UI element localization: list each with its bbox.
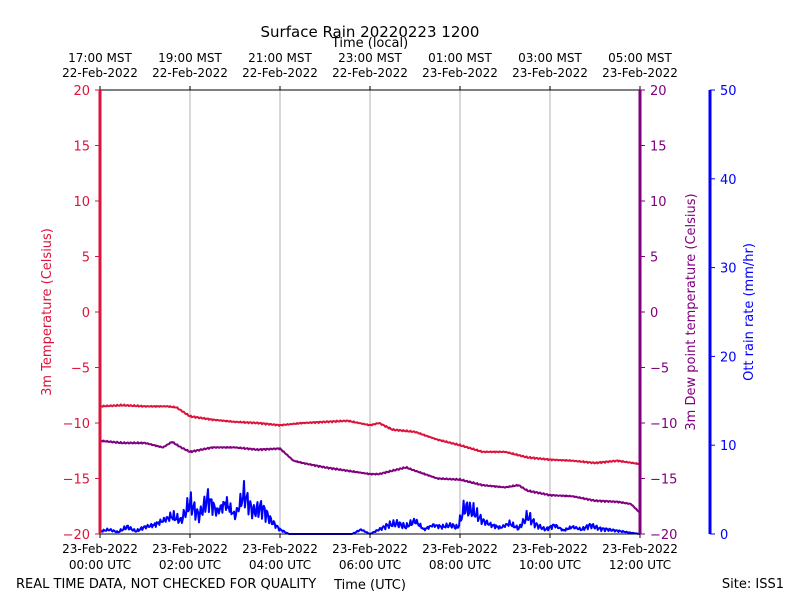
- dew-tick-label-5: 5: [650, 251, 658, 266]
- bottom-tick-date-6: 23-Feb-2022: [602, 542, 678, 556]
- bottom-tick-date-4: 23-Feb-2022: [422, 542, 498, 556]
- temp-axis-title: 3m Temperature (Celsius): [40, 228, 55, 396]
- bottom-tick-time-6: 12:00 UTC: [609, 558, 671, 572]
- rain-axis-title: Ott rain rate (mm/hr): [742, 243, 757, 381]
- chart-title: Surface Rain 20220223 1200: [261, 23, 480, 41]
- top-tick-time-5: 03:00 MST: [518, 51, 582, 65]
- series-line-3m-dew-point-temperature: [99, 439, 641, 514]
- top-tick-time-4: 01:00 MST: [428, 51, 492, 65]
- bottom-tick-time-3: 06:00 UTC: [339, 558, 401, 572]
- dew-tick-label-4: 0: [650, 306, 658, 321]
- series-line-3m-temperature: [99, 403, 641, 466]
- top-axis-title: Time (local): [331, 36, 408, 51]
- dew-tick-label-3: −5: [650, 362, 669, 377]
- temp-tick-label-3: −5: [71, 362, 90, 377]
- rain-tick-label-5: 50: [720, 84, 737, 99]
- top-tick-time-6: 05:00 MST: [608, 51, 672, 65]
- quality-notice: REAL TIME DATA, NOT CHECKED FOR QUALITY: [16, 577, 316, 592]
- rain-tick-label-3: 30: [720, 262, 737, 277]
- temp-tick-label-5: 5: [82, 251, 90, 266]
- top-tick-date-5: 23-Feb-2022: [512, 66, 588, 80]
- bottom-tick-date-5: 23-Feb-2022: [512, 542, 588, 556]
- bottom-tick-time-5: 10:00 UTC: [519, 558, 581, 572]
- top-tick-time-2: 21:00 MST: [248, 51, 312, 65]
- rain-tick-label-1: 10: [720, 439, 737, 454]
- top-tick-date-0: 22-Feb-2022: [62, 66, 138, 80]
- top-tick-date-6: 23-Feb-2022: [602, 66, 678, 80]
- rain-tick-label-0: 0: [720, 528, 728, 543]
- temp-tick-label-8: 20: [73, 84, 90, 99]
- x-axis-title: Time (UTC): [333, 578, 406, 593]
- bottom-tick-time-1: 02:00 UTC: [159, 558, 221, 572]
- dew-tick-label-2: −10: [650, 417, 677, 432]
- bottom-tick-time-2: 04:00 UTC: [249, 558, 311, 572]
- dew-tick-label-0: −20: [650, 528, 677, 543]
- temp-tick-label-7: 15: [73, 140, 90, 155]
- top-tick-time-0: 17:00 MST: [68, 51, 132, 65]
- top-tick-time-3: 23:00 MST: [338, 51, 402, 65]
- temp-tick-label-2: −10: [63, 417, 90, 432]
- dew-axis-title: 3m Dew point temperature (Celsius): [684, 193, 699, 430]
- axes-layer: 23-Feb-2022 00:00 UTC 23-Feb-2022 02:00 UTC…: [62, 51, 736, 572]
- site-label: Site: ISS1: [722, 577, 784, 592]
- bottom-tick-date-1: 23-Feb-2022: [152, 542, 228, 556]
- top-tick-date-2: 22-Feb-2022: [242, 66, 318, 80]
- bottom-tick-time-4: 08:00 UTC: [429, 558, 491, 572]
- dew-tick-label-7: 15: [650, 140, 667, 155]
- bottom-tick-date-2: 23-Feb-2022: [242, 542, 318, 556]
- temp-tick-label-4: 0: [82, 306, 90, 321]
- top-tick-time-1: 19:00 MST: [158, 51, 222, 65]
- dew-tick-label-8: 20: [650, 84, 667, 99]
- rain-tick-label-4: 40: [720, 173, 737, 188]
- temp-tick-label-6: 10: [73, 195, 90, 210]
- rain-tick-label-2: 20: [720, 350, 737, 365]
- grid-layer: [189, 90, 551, 534]
- bottom-tick-date-3: 23-Feb-2022: [332, 542, 408, 556]
- dew-tick-label-1: −15: [650, 473, 677, 488]
- temp-tick-label-0: −20: [63, 528, 90, 543]
- top-tick-date-1: 22-Feb-2022: [152, 66, 228, 80]
- bottom-tick-time-0: 00:00 UTC: [69, 558, 131, 572]
- temp-tick-label-1: −15: [63, 473, 90, 488]
- top-tick-date-4: 23-Feb-2022: [422, 66, 498, 80]
- dew-tick-label-6: 10: [650, 195, 667, 210]
- bottom-tick-date-0: 23-Feb-2022: [62, 542, 138, 556]
- top-tick-date-3: 22-Feb-2022: [332, 66, 408, 80]
